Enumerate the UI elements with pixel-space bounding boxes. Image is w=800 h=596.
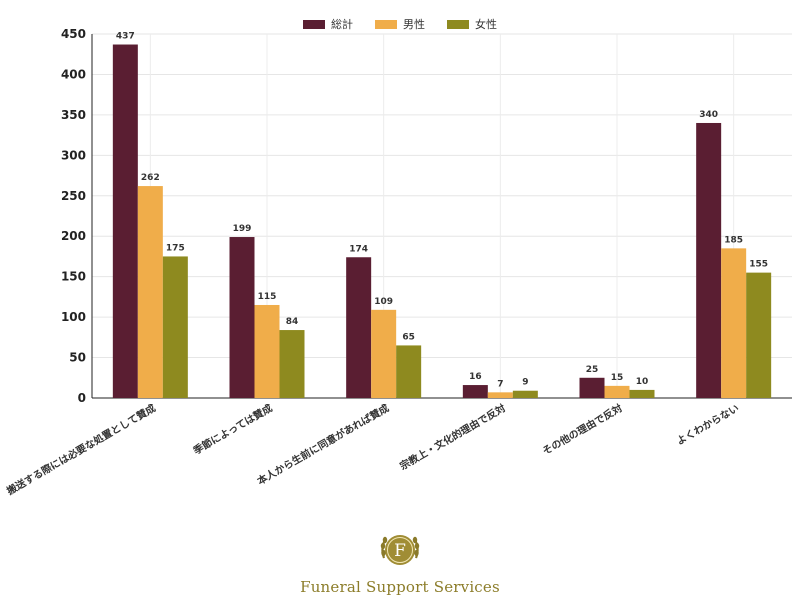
bar: [112, 44, 138, 398]
x-tick-label: 宗教上・文化的理由で反対: [397, 401, 507, 472]
y-tick-label: 100: [61, 310, 86, 324]
data-label: 199: [233, 224, 252, 234]
legend-item-total: 総計: [303, 16, 353, 32]
bar: [746, 272, 772, 398]
data-label: 155: [749, 260, 768, 270]
legend-label-female: 女性: [475, 18, 497, 31]
data-label: 25: [586, 365, 599, 375]
legend: 総計 男性 女性: [0, 16, 800, 32]
data-label: 437: [116, 32, 135, 42]
data-label: 10: [636, 377, 649, 387]
data-label: 16: [469, 372, 482, 382]
bar: [604, 385, 630, 398]
bar: [279, 330, 305, 398]
data-label: 15: [611, 373, 624, 383]
brand-block: F Funeral Support Services: [0, 528, 800, 596]
y-tick-label: 0: [78, 391, 86, 405]
data-label: 175: [166, 243, 185, 253]
x-tick-label: その他の理由で反対: [540, 401, 624, 457]
y-tick-label: 300: [61, 148, 86, 162]
data-label: 262: [141, 173, 160, 183]
data-label: 109: [374, 297, 393, 307]
data-label: 7: [497, 379, 503, 389]
data-label: 174: [349, 244, 368, 254]
bar: [579, 377, 605, 398]
bar: [396, 345, 422, 398]
bar: [371, 309, 397, 398]
legend-label-total: 総計: [331, 18, 353, 31]
bar: [229, 237, 255, 398]
bar: [512, 390, 538, 398]
legend-swatch-male: [375, 19, 397, 29]
x-tick-label: よくわからない: [675, 402, 742, 447]
data-label: 84: [286, 317, 299, 327]
bar: [629, 389, 655, 398]
legend-swatch-total: [303, 19, 325, 29]
y-tick-label: 400: [61, 67, 86, 81]
bar: [696, 122, 722, 398]
x-tick-label: 季節によっては賛成: [190, 401, 274, 457]
bar: [254, 304, 280, 398]
bar: [162, 256, 188, 398]
y-tick-label: 350: [61, 108, 86, 122]
legend-label-male: 男性: [403, 18, 425, 31]
legend-item-male: 男性: [375, 16, 425, 32]
legend-item-female: 女性: [447, 16, 497, 32]
bar: [346, 257, 372, 398]
y-tick-label: 250: [61, 189, 86, 203]
bar: [137, 186, 163, 398]
bar: [721, 248, 747, 398]
data-label: 340: [699, 110, 718, 120]
y-tick-label: 50: [69, 351, 86, 365]
y-tick-label: 200: [61, 229, 86, 243]
laurel-logo-icon: F: [380, 535, 420, 565]
data-label: 185: [724, 235, 743, 245]
data-label: 115: [258, 292, 277, 302]
logo-letter: F: [394, 541, 406, 561]
y-tick-label: 150: [61, 270, 86, 284]
bar: [487, 392, 513, 398]
data-label: 9: [522, 378, 528, 388]
data-label: 65: [402, 332, 415, 342]
legend-swatch-female: [447, 19, 469, 29]
brand-name: Funeral Support Services: [300, 578, 500, 596]
x-tick-label: 本人から生前に同意があれば賛成: [255, 401, 391, 487]
x-tick-label: 搬送する際には必要な処置として賛成: [4, 401, 157, 497]
bar: [462, 385, 488, 398]
